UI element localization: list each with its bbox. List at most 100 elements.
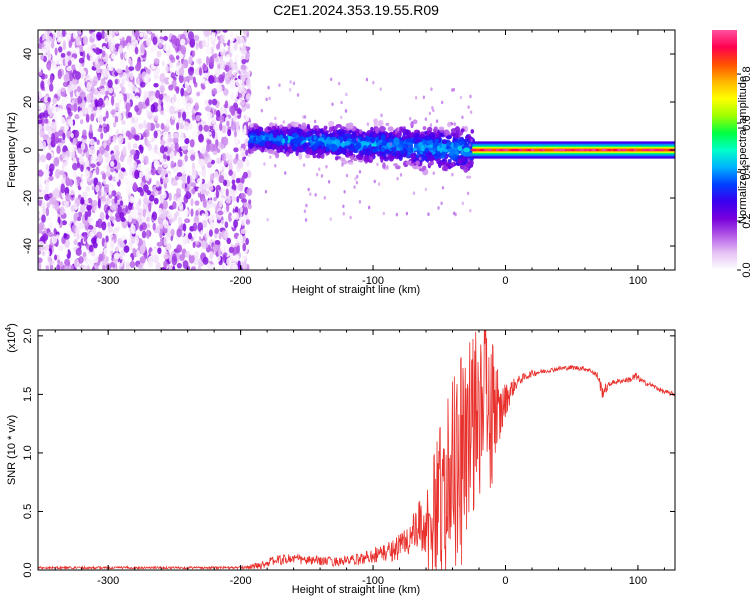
spectrogram-cell (73, 202, 78, 209)
spectrogram-cell (38, 131, 41, 137)
spectrogram-cell (173, 132, 180, 139)
spectrogram-cell (133, 161, 138, 168)
spectrogram-cell (250, 150, 254, 154)
spectrogram-cell (428, 111, 432, 116)
spectrogram-cell (43, 96, 49, 103)
spectrogram-cell (84, 198, 89, 205)
spectrogram-marks (38, 30, 675, 270)
spectrogram-cell (309, 192, 312, 197)
spectrogram-cell (118, 113, 122, 122)
spectrogram-cell (203, 72, 208, 78)
spectrogram-cell (405, 211, 409, 216)
spectrogram-cell (358, 169, 362, 174)
spectrogram-cell (183, 208, 189, 217)
spectrogram-cell (208, 229, 213, 237)
spectrogram-cell (182, 111, 187, 121)
x-tick-label: 0 (502, 275, 508, 287)
spectrogram-cell (167, 212, 173, 220)
spectrogram-cell (269, 155, 272, 159)
spectrogram-cell (115, 150, 120, 157)
spectrogram-cell (211, 144, 219, 152)
spectrogram-cell (218, 74, 225, 84)
spectrogram-cell (226, 120, 230, 127)
spectrogram-cell (427, 126, 433, 133)
spectrogram-cell (169, 151, 175, 160)
spectrogram-cell (140, 43, 145, 54)
spectrogram-cell (45, 163, 49, 172)
spectrogram-cell (56, 234, 60, 240)
spectrogram-cell (113, 159, 118, 168)
spectrogram-cell (418, 168, 425, 172)
spectrogram-cell (467, 158, 470, 162)
spectrogram-cell (198, 124, 203, 132)
spectrogram-cell (222, 179, 228, 187)
spectrogram-cell (150, 103, 156, 113)
spectrogram-cell (114, 78, 118, 85)
spectrogram-cell (201, 213, 206, 219)
spectrogram-cell (67, 85, 73, 93)
spectrogram-cell (61, 151, 67, 159)
spectrogram-cell (185, 95, 191, 101)
spectrogram-cell (192, 113, 196, 121)
spectrogram-cell (340, 115, 343, 120)
spectrogram-cell (82, 129, 87, 137)
spectrogram-cell (236, 245, 240, 254)
spectrogram-cell (459, 140, 465, 145)
spectrogram-cell (90, 193, 96, 201)
spectrogram-cell (240, 64, 247, 71)
spectrogram-cell (445, 162, 451, 167)
spectrogram-cell (150, 137, 155, 142)
spectrogram-cell (453, 129, 457, 134)
spectrogram-cell (367, 205, 371, 210)
spectrogram-cell (38, 71, 43, 76)
spectrogram-cell (305, 203, 308, 208)
spectrogram-cell (95, 166, 100, 176)
spectrogram-cell (398, 154, 403, 162)
y-tick-label: 2.0 (22, 328, 34, 343)
spectrogram-cell (220, 187, 224, 197)
spectrogram-cell (355, 137, 359, 142)
spectrogram-cell (235, 121, 240, 131)
spectrogram-cell (125, 102, 131, 112)
spectrogram-cell (244, 157, 250, 168)
spectrogram-cell (224, 100, 229, 108)
spectrogram-cell (103, 139, 107, 148)
spectrogram-cell (38, 257, 43, 264)
spectrogram-cell (349, 143, 355, 149)
spectrogram-cell (55, 58, 61, 65)
spectrogram-cell (99, 60, 105, 66)
spectrogram-cell (386, 164, 389, 169)
spectrogram-cell (159, 232, 163, 239)
spectrogram-cell (166, 230, 171, 241)
spectrogram-cell (205, 105, 212, 112)
spectrogram-cell (153, 197, 159, 205)
spectrogram-cell (96, 112, 101, 118)
spectrogram-cell (145, 139, 149, 148)
spectrogram-cell (181, 173, 186, 183)
spectrogram-cell (46, 152, 52, 161)
spectrogram-cell (225, 188, 229, 197)
spectrogram-cell (172, 265, 176, 270)
spectrogram-cell (53, 254, 58, 261)
spectrogram-cell (340, 100, 343, 105)
spectrogram-cell (231, 179, 236, 185)
spectrogram-cell (214, 239, 221, 246)
spectrogram-cell (194, 102, 199, 112)
spectrogram-cell (149, 90, 154, 96)
spectrogram-cell (289, 80, 292, 84)
spectrogram-cell (227, 129, 232, 137)
spectrogram-cell (125, 256, 132, 263)
spectrogram-cell (575, 148, 581, 152)
spectrogram-cell (64, 124, 69, 131)
spectrogram-cell (487, 148, 493, 152)
spectrogram-cell (263, 162, 266, 166)
spectrogram-cell (142, 208, 146, 218)
spectrogram-cell (128, 240, 133, 251)
spectrogram-cell (163, 254, 169, 260)
spectrogram-cell (271, 136, 279, 142)
spectrogram-cell (343, 189, 346, 194)
spectrogram-cell (215, 157, 221, 165)
spectrogram-cell (165, 65, 169, 73)
spectrogram-cell (128, 44, 134, 53)
spectrogram-cell (195, 42, 199, 50)
